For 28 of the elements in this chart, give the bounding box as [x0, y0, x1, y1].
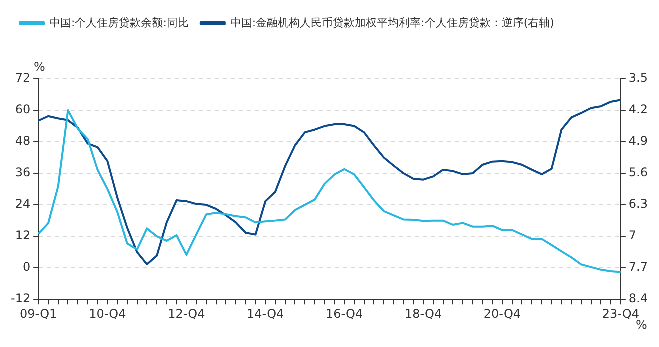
x-tick-label: 12-Q4 — [168, 306, 206, 321]
y2-tick-label: 4.9 — [628, 134, 648, 148]
y2-tick-label: 7 — [628, 228, 637, 243]
y2-tick-label: 4.2 — [628, 102, 648, 117]
y-tick-label: 24 — [15, 197, 31, 212]
x-tick-label: 10-Q4 — [89, 306, 126, 321]
x-tick-label: 14-Q4 — [247, 306, 284, 321]
x-tick-label: 20-Q4 — [484, 306, 522, 321]
y-tick-label: 48 — [15, 134, 31, 148]
x-tick-label: 16-Q4 — [326, 306, 364, 321]
y-tick-label: 72 — [15, 71, 31, 86]
y2-axis-title: % — [636, 318, 648, 332]
y2-tick-label: 3.5 — [628, 71, 648, 86]
y-tick-label: 12 — [15, 228, 31, 243]
y-tick-label: 36 — [15, 166, 31, 180]
y-tick-label: -12 — [10, 292, 31, 306]
x-tick-label: 09-Q1 — [20, 306, 58, 321]
y2-tick-label: 6.3 — [628, 197, 648, 212]
y-tick-label: 60 — [15, 102, 31, 117]
y-axis-title: % — [34, 60, 46, 74]
y-tick-label: 0 — [22, 260, 31, 274]
x-tick-label: 18-Q4 — [404, 306, 442, 321]
x-tick-label: 23-Q4 — [602, 306, 640, 321]
legend-label: 中国:个人住房贷款余额:同比 — [50, 16, 189, 30]
y2-tick-label: 8.4 — [628, 292, 648, 306]
legend-label: 中国:金融机构人民币贷款加权平均利率:个人住房贷款：逆序(右轴) — [230, 16, 554, 30]
y2-tick-label: 5.6 — [628, 166, 648, 180]
y2-tick-label: 7.7 — [628, 260, 648, 274]
